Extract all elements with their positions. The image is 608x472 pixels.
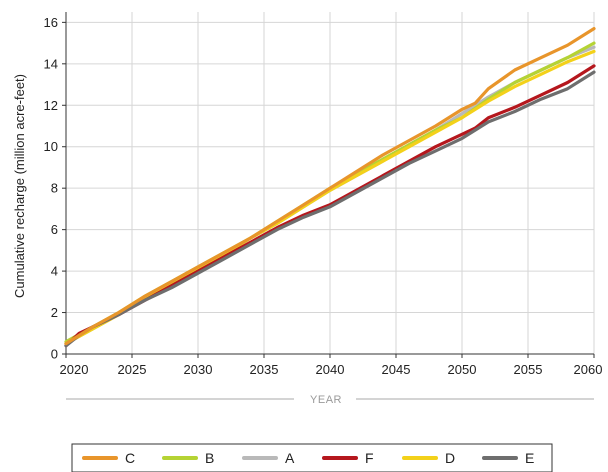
axes: [62, 12, 595, 358]
y-tick-labels: 0 2 4 6 8 10 12 14 16: [44, 15, 58, 362]
grid: [66, 12, 595, 354]
legend-label-d: D: [445, 450, 455, 466]
x-tick-label-2055: 2055: [514, 362, 543, 377]
x-axis-title-group: YEAR: [66, 394, 594, 406]
legend-label-a: A: [285, 450, 295, 466]
x-tick-label-2030: 2030: [184, 362, 213, 377]
y-tick-label-2: 2: [51, 305, 58, 320]
y-tick-label-6: 6: [51, 222, 58, 237]
legend-box: [71, 443, 553, 472]
x-tick-labels: 2020 2025 2030 2035 2040 2045 2050 2055 2060: [60, 362, 603, 377]
x-tick-label-2045: 2045: [382, 362, 411, 377]
legend-label-f: F: [365, 450, 374, 466]
x-tick-label-2035: 2035: [250, 362, 279, 377]
y-tick-label-0: 0: [51, 347, 58, 362]
x-tick-label-2025: 2025: [118, 362, 147, 377]
legend-label-c: C: [125, 450, 135, 466]
series-line-d: [64, 49, 596, 346]
series-line-c: [64, 27, 596, 346]
y-tick-label-16: 16: [44, 15, 58, 30]
x-tick-label-2060: 2060: [574, 362, 603, 377]
legend-label-e: E: [525, 450, 534, 466]
y-tick-label-14: 14: [44, 56, 58, 71]
series-lines: [64, 27, 596, 348]
x-tick-label-2020: 2020: [60, 362, 89, 377]
y-tick-label-10: 10: [44, 139, 58, 154]
x-axis-title: YEAR: [310, 394, 342, 406]
y-tick-label-12: 12: [44, 98, 58, 113]
y-axis-title: Cumulative recharge (million acre-feet): [12, 74, 27, 298]
x-tick-label-2050: 2050: [448, 362, 477, 377]
y-tick-label-8: 8: [51, 181, 58, 196]
y-tick-label-4: 4: [51, 264, 58, 279]
x-tick-label-2040: 2040: [316, 362, 345, 377]
legend-label-b: B: [205, 450, 214, 466]
series-line-e: [64, 70, 596, 348]
